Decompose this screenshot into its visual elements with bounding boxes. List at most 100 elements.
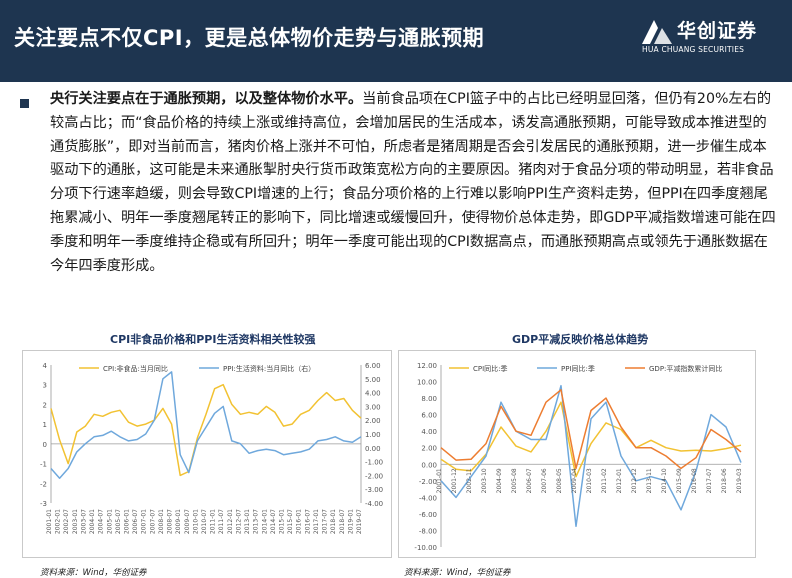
x-tick-label: 2015-07 [287,509,294,534]
x-tick-label: 2005-01 [106,509,113,534]
legend-label-2: GDP:平减指数累计同比 [649,364,722,373]
x-tick-label: 2011-01 [210,509,217,534]
x-tick-label: 2013-11 [646,468,653,493]
legend-label-0: CPI:非食品:当月同比 [103,364,168,373]
x-tick-label: 2002-07 [63,509,70,534]
x-tick-label: 2009-07 [184,509,191,534]
y-right-tick-label: 3.00 [365,403,381,411]
x-tick-label: 2019-01 [347,509,354,534]
x-tick-label: 2014-07 [270,509,277,534]
x-tick-label: 2002-11 [466,468,473,493]
x-tick-label: 2018-07 [339,509,346,534]
x-tick-label: 2018-01 [330,509,337,534]
y-left-tick-label: 3 [43,382,47,390]
series-line-1 [440,384,742,528]
x-tick-label: 2014-10 [661,468,668,493]
x-tick-label: 2001-12 [451,468,458,493]
x-tick-label: 2017-07 [322,509,329,534]
x-tick-label: 2001-01 [436,468,443,493]
x-tick-label: 2004-09 [496,468,503,493]
x-tick-label: 2009-04 [571,468,578,493]
y-left-tick-label: -2 [40,480,47,488]
x-tick-label: 2004-07 [98,509,105,534]
logo-subtext: HUA CHUANG SECURITIES [642,45,745,54]
x-tick-label: 2003-10 [481,468,488,493]
y-right-tick-label: -3.00 [365,486,383,494]
y-right-tick-label: 1.00 [365,431,381,439]
x-tick-label: 2018-06 [721,468,728,493]
y-tick-label: -2.00 [419,478,437,486]
y-tick-label: 4.00 [421,428,437,436]
y-tick-label: 2.00 [421,445,437,453]
y-right-tick-label: 6.00 [365,362,381,370]
header-bar: 关注要点不仅CPI，更是总体物价走势与通胀预期 华创证券 HUA CHUANG … [0,0,792,82]
x-tick-label: 2007-06 [541,468,548,493]
x-tick-label: 2019-03 [736,468,743,493]
legend-label-0: CPI同比:季 [473,364,508,373]
series-line-ppi-consumer [50,371,362,479]
y-tick-label: 10.00 [417,379,437,387]
x-tick-label: 2016-07 [304,509,311,534]
logo-text: 华创证券 [677,20,758,42]
y-left-tick-label: 1 [43,421,47,429]
y-tick-label: 0.00 [421,461,437,469]
series-line-cpi-nonfood [50,383,362,477]
x-tick-label: 2001-01 [46,509,53,534]
x-tick-label: 2002-01 [55,509,62,534]
y-tick-label: 8.00 [421,395,437,403]
x-tick-label: 2009-01 [175,509,182,534]
x-tick-label: 2012-12 [631,468,638,493]
y-tick-label: -6.00 [419,511,437,519]
body-text: 当前食品项在CPI篮子中的占比已经明显回落，但仍有20%左右的较高占比；而“食品… [50,91,776,274]
left-chart-svg: 4 3 2 1 0 -1 -2 -3 6.00 5.00 4.00 3.00 2.00 1.00 0.00 -… [40,362,383,534]
right-chart-source: 资料来源：Wind，华创证券 [404,568,511,578]
x-tick-label: 2012-07 [235,509,242,534]
x-tick-label: 2017-07 [706,468,713,493]
x-tick-label: 2008-01 [158,509,165,534]
x-tick-label: 2007-01 [141,509,148,534]
legend-label-1: PPI同比:季 [561,364,595,373]
x-tick-label: 2016-01 [296,509,303,534]
x-tick-label: 2013-01 [244,509,251,534]
x-tick-label: 2010-07 [201,509,208,534]
x-tick-label: 2015-01 [279,509,286,534]
company-logo: 华创证券 HUA CHUANG SECURITIES [640,14,780,70]
x-tick-label: 2008-07 [167,509,174,534]
x-tick-label: 2013-07 [253,509,260,534]
y-right-tick-label: 5.00 [365,376,381,384]
y-tick-label: 12.00 [417,362,437,370]
y-tick-label: 6.00 [421,412,437,420]
y-left-tick-label: -1 [40,461,47,469]
x-tick-label: 2011-02 [601,468,608,493]
x-tick-label: 2004-01 [89,509,96,534]
x-tick-label: 2014-01 [261,509,268,534]
page-title: 关注要点不仅CPI，更是总体物价走势与通胀预期 [14,26,485,50]
x-tick-label: 2017-01 [313,509,320,534]
series-line-2 [440,389,742,470]
x-tick-label: 2016-08 [691,468,698,493]
x-tick-label: 2003-07 [80,509,87,534]
legend-label-1: PPI:生活资料:当月同比（右） [223,364,315,373]
x-tick-label: 2015-09 [676,468,683,493]
y-right-tick-label: 2.00 [365,417,381,425]
x-tick-label: 2005-08 [511,468,518,493]
right-chart-panel: 12.00 10.00 8.00 6.00 4.00 2.00 0.00 -2.00 -4.00… [398,350,756,558]
left-chart-panel: 4 3 2 1 0 -1 -2 -3 6.00 5.00 4.00 3.00 2.00 1.00 0.00 -… [22,350,392,558]
x-tick-label: 2003-01 [72,509,79,534]
bullet-square-icon [20,99,29,108]
y-right-tick-label: -2.00 [365,472,383,480]
lead-sentence: 央行关注要点在于通胀预期，以及整体物价水平。 [50,91,363,107]
x-tick-label: 2010-03 [586,468,593,493]
y-right-tick-label: 0.00 [365,445,381,453]
x-tick-label: 2007-07 [149,509,156,534]
y-left-tick-label: -3 [40,500,47,508]
series-line-0 [440,401,742,478]
right-chart-title: GDP平减反映价格总体趋势 [512,333,649,346]
body-paragraph: 央行关注要点在于通胀预期，以及整体物价水平。当前食品项在CPI篮子中的占比已经明… [50,88,778,278]
left-chart-source: 资料来源：Wind，华创证券 [40,568,147,578]
y-left-tick-label: 0 [43,441,47,449]
right-chart-svg: 12.00 10.00 8.00 6.00 4.00 2.00 0.00 -2.00 -4.00… [414,362,743,552]
x-tick-label: 2006-07 [526,468,533,493]
y-left-tick-label: 4 [43,362,48,370]
y-tick-label: -10.00 [414,544,437,552]
